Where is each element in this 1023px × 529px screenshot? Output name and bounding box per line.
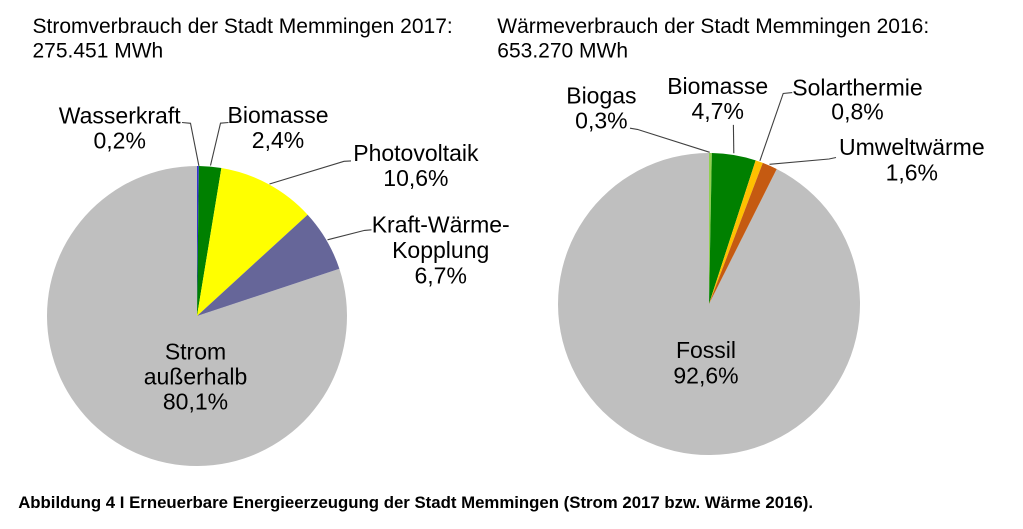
svg-text:Solarthermie: Solarthermie <box>792 74 922 100</box>
svg-text:Abbildung 4 I Erneuerbare Ener: Abbildung 4 I Erneuerbare Energieerzeugu… <box>18 493 813 512</box>
svg-text:1,6%: 1,6% <box>886 160 938 186</box>
svg-text:Wärmeverbrauch der Stadt Memmi: Wärmeverbrauch der Stadt Memmingen 2016: <box>497 15 929 38</box>
svg-text:Umweltwärme: Umweltwärme <box>839 134 985 160</box>
svg-text:Fossil: Fossil <box>676 337 736 363</box>
svg-text:Stromverbrauch der Stadt Memmi: Stromverbrauch der Stadt Memmingen 2017: <box>33 15 453 38</box>
svg-text:Photovoltaik: Photovoltaik <box>353 140 479 166</box>
svg-text:Kopplung: Kopplung <box>392 237 489 263</box>
svg-text:4,7%: 4,7% <box>691 98 743 124</box>
svg-text:0,8%: 0,8% <box>831 98 883 124</box>
svg-text:außerhalb: außerhalb <box>144 364 248 390</box>
svg-text:0,2%: 0,2% <box>93 127 145 153</box>
svg-text:0,3%: 0,3% <box>575 107 627 133</box>
svg-text:Wasserkraft: Wasserkraft <box>59 102 181 128</box>
svg-text:653.270 MWh: 653.270 MWh <box>497 40 628 63</box>
svg-text:92,6%: 92,6% <box>673 362 738 388</box>
svg-text:10,6%: 10,6% <box>383 165 448 191</box>
svg-text:Strom: Strom <box>165 339 226 365</box>
svg-text:2,4%: 2,4% <box>252 127 304 153</box>
svg-text:Biogas: Biogas <box>566 82 636 108</box>
svg-text:275.451 MWh: 275.451 MWh <box>33 40 164 63</box>
svg-text:Biomasse: Biomasse <box>228 102 329 128</box>
svg-text:6,7%: 6,7% <box>414 262 466 288</box>
svg-text:Kraft-Wärme-: Kraft-Wärme- <box>372 211 510 237</box>
svg-text:Biomasse: Biomasse <box>667 73 768 99</box>
svg-text:80,1%: 80,1% <box>163 389 228 415</box>
